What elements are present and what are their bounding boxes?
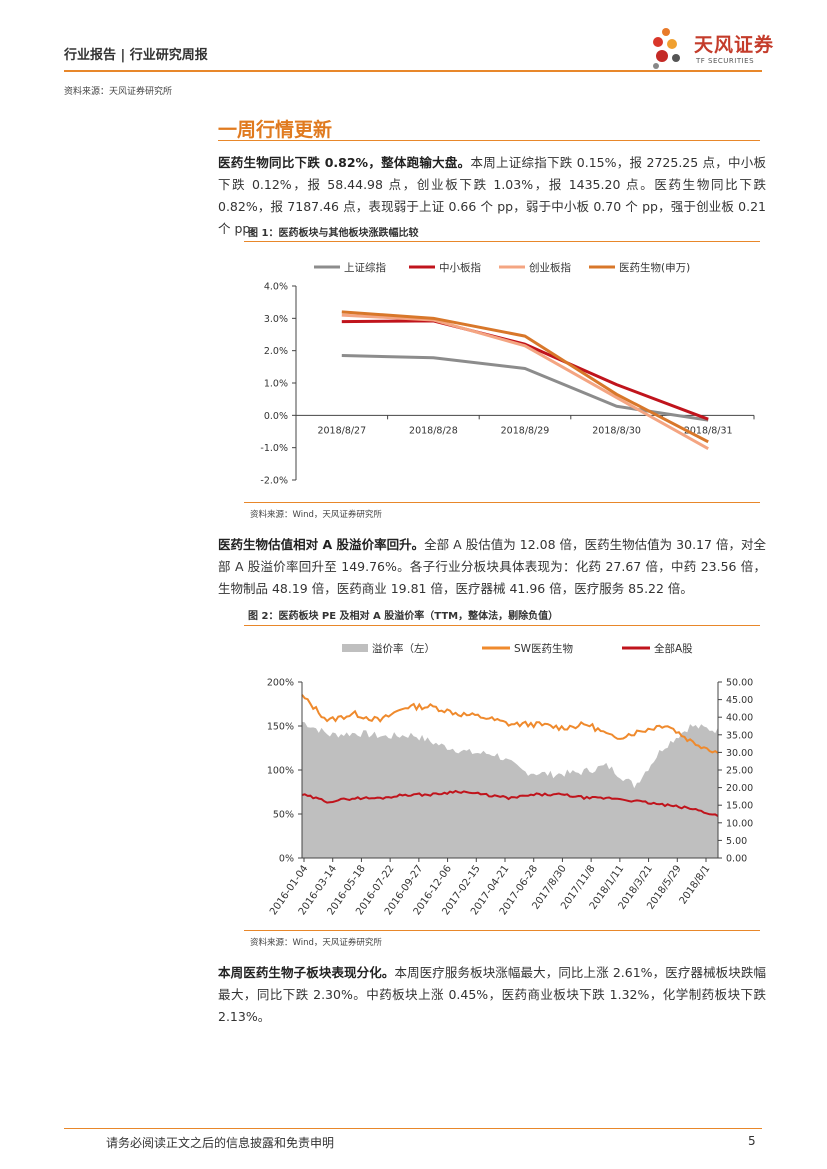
left-y-tick-label: 50% bbox=[273, 810, 294, 821]
report-header-title: 行业报告 | 行业研究周报 bbox=[64, 48, 208, 63]
right-y-tick-label: 0.00 bbox=[726, 854, 747, 865]
paragraph-lead: 医药生物同比下跌 0.82%，整体跑输大盘。 bbox=[218, 155, 471, 170]
right-y-tick-label: 40.00 bbox=[726, 713, 753, 724]
right-y-tick-label: 50.00 bbox=[726, 678, 753, 689]
x-tick-label: 2018/8/27 bbox=[317, 425, 366, 436]
legend-label-0: 上证综指 bbox=[344, 261, 386, 274]
y-tick-label: 0.0% bbox=[264, 411, 288, 422]
logo-english-name: TF SECURITIES bbox=[696, 57, 755, 65]
right-y-tick-label: 10.00 bbox=[726, 818, 753, 829]
figure-2-top-rule bbox=[244, 625, 760, 626]
paragraph-body: 本周医疗服务板块涨幅最大，同比上涨 2.61%，医疗器械板块跌幅最大，同比下跌 … bbox=[218, 965, 766, 1024]
section-divider bbox=[218, 140, 760, 141]
figure-1-top-rule bbox=[244, 241, 760, 242]
y-tick-label: 2.0% bbox=[264, 346, 288, 357]
paragraph-lead: 医药生物估值相对 A 股溢价率回升。 bbox=[218, 537, 425, 552]
series-line-2 bbox=[341, 313, 709, 450]
figure-2-source: 资料来源：Wind，天风证券研究所 bbox=[250, 938, 382, 948]
x-tick-label: 2018/8/31 bbox=[684, 425, 733, 436]
right-y-tick-label: 45.00 bbox=[726, 695, 753, 706]
all-a-line bbox=[301, 789, 719, 817]
series-line-3 bbox=[341, 310, 709, 444]
y-tick-label: 4.0% bbox=[264, 282, 288, 293]
left-y-tick-label: 100% bbox=[267, 766, 294, 777]
top-source-note: 资料来源：天风证券研究所 bbox=[64, 87, 173, 97]
figure-1-source: 资料来源：Wind，天风证券研究所 bbox=[250, 510, 382, 520]
series-line-0 bbox=[341, 354, 709, 422]
series-line-1 bbox=[341, 319, 709, 421]
page-number: 5 bbox=[748, 1134, 756, 1148]
paragraph-subsector: 本周医药生物子板块表现分化。本周医疗服务板块涨幅最大，同比上涨 2.61%，医疗… bbox=[218, 962, 766, 1028]
sw-pharma-line bbox=[301, 694, 719, 754]
legend-swatch-premium bbox=[342, 644, 368, 652]
paragraph-body: 本周上证综指下跌 0.15%，报 2725.25 点，中小板下跌 0.12%，报… bbox=[218, 155, 767, 236]
section-title: 一周行情更新 bbox=[218, 119, 333, 141]
legend-label-1: 中小板指 bbox=[439, 261, 481, 274]
x-tick-label: 2018/8/30 bbox=[592, 425, 641, 436]
y-tick-label: -2.0% bbox=[260, 476, 288, 487]
legend-label-2: 创业板指 bbox=[529, 261, 571, 274]
figure-2-pe-chart: 溢价率（左） SW医药生物 全部A股 0% 50% 100% 150% 200% 0.00 5.0… bbox=[267, 642, 753, 917]
legend-label-3: 医药生物(申万) bbox=[619, 261, 690, 274]
logo-chinese-name: 天风证券 bbox=[694, 34, 775, 56]
y-tick-label: 1.0% bbox=[264, 379, 288, 390]
footer-divider bbox=[64, 1128, 762, 1129]
figure-1-line-chart: 上证综指 中小板指 创业板指 医药生物(申万) -2.0% -1.0% 0.0% 1.0% 2.… bbox=[260, 261, 755, 487]
right-y-tick-label: 20.00 bbox=[726, 783, 753, 794]
left-y-tick-label: 150% bbox=[267, 722, 294, 733]
figure-2-title: 图 2：医药板块 PE 及相对 A 股溢价率（TTM，整体法，剔除负值） bbox=[248, 611, 559, 622]
legend-label-premium: 溢价率（左） bbox=[372, 642, 435, 655]
legend-label-all-a: 全部A股 bbox=[654, 642, 693, 655]
tf-securities-logo-icon bbox=[653, 28, 680, 69]
y-tick-label: -1.0% bbox=[260, 443, 288, 454]
footer-disclaimer: 请务必阅读正文之后的信息披露和免责申明 bbox=[106, 1136, 335, 1150]
paragraph-valuation: 医药生物估值相对 A 股溢价率回升。全部 A 股估值为 12.08 倍，医药生物… bbox=[218, 534, 766, 600]
right-y-tick-label: 15.00 bbox=[726, 801, 753, 812]
figure-2-bottom-rule bbox=[244, 930, 760, 931]
x-tick-label: 2018/8/29 bbox=[501, 425, 550, 436]
right-y-tick-label: 5.00 bbox=[726, 836, 747, 847]
right-y-tick-label: 30.00 bbox=[726, 748, 753, 759]
x-tick-label: 2018/8/28 bbox=[409, 425, 458, 436]
left-y-tick-label: 200% bbox=[267, 678, 294, 689]
right-y-tick-label: 25.00 bbox=[726, 766, 753, 777]
paragraph-body: 全部 A 股估值为 12.08 倍，医药生物估值为 30.17 倍，对全部 A … bbox=[218, 537, 766, 596]
left-y-tick-label: 0% bbox=[279, 854, 294, 865]
figure-1-bottom-rule bbox=[244, 502, 760, 503]
paragraph-lead: 本周医药生物子板块表现分化。 bbox=[218, 965, 395, 980]
legend-label-sw: SW医药生物 bbox=[514, 642, 573, 655]
paragraph-weekly-market: 医药生物同比下跌 0.82%，整体跑输大盘。本周上证综指下跌 0.15%，报 2… bbox=[218, 152, 766, 240]
y-tick-label: 3.0% bbox=[264, 314, 288, 325]
right-y-tick-label: 35.00 bbox=[726, 730, 753, 741]
figure-1-title: 图 1：医药板块与其他板块涨跌幅比较 bbox=[248, 228, 419, 239]
header-divider bbox=[64, 70, 762, 72]
premium-area bbox=[302, 721, 718, 858]
